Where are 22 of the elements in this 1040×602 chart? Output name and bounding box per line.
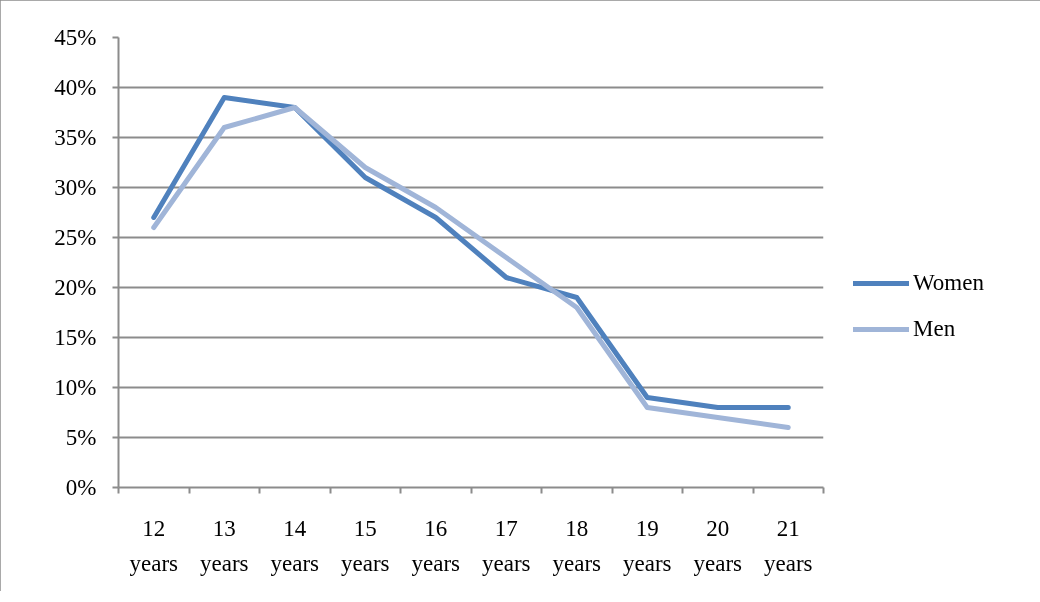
y-tick-label: 15% xyxy=(54,325,97,350)
y-tick-label: 45% xyxy=(54,25,97,50)
x-tick-label: 16 years xyxy=(411,515,461,576)
legend-label: Women xyxy=(913,270,984,296)
x-tick-label: 12 years xyxy=(129,515,179,576)
x-tick-label: 19 years xyxy=(622,515,672,576)
y-tick-label: 35% xyxy=(54,125,97,150)
y-tick-label: 0% xyxy=(65,475,97,500)
x-tick-label: 17 years xyxy=(481,515,531,576)
y-tick-label: 10% xyxy=(54,375,97,400)
y-tick-label: 40% xyxy=(54,75,97,100)
x-tick-label: 14 years xyxy=(270,515,320,576)
x-tick-label: 18 years xyxy=(552,515,602,576)
x-tick-label: 13 years xyxy=(199,515,249,576)
x-tick-label: 20 years xyxy=(693,515,743,576)
x-tick-label: 15 years xyxy=(340,515,390,576)
legend-label: Men xyxy=(913,316,956,342)
x-tick-label: 21 years xyxy=(763,515,813,576)
y-tick-label: 25% xyxy=(54,225,97,250)
y-tick-label: 30% xyxy=(54,175,97,200)
y-tick-label: 20% xyxy=(54,275,97,300)
y-tick-label: 5% xyxy=(65,425,97,450)
